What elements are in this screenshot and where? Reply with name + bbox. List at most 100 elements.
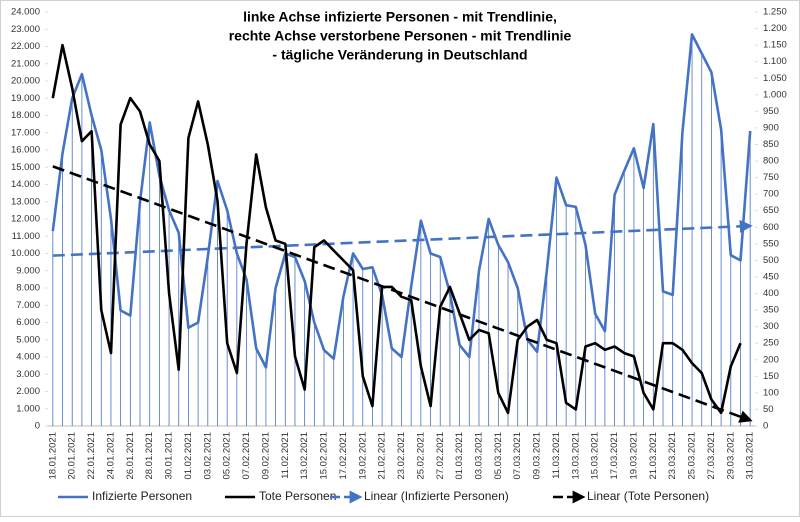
y2-tick-label: 1.050 <box>763 73 787 84</box>
x-tick-label: 30.01.2021 <box>164 432 175 480</box>
y2-tick-label: 300 <box>763 321 779 332</box>
x-tick-label: 11.02.2021 <box>280 432 291 479</box>
chart-title: rechte Achse verstorbene Personen - mit … <box>229 28 572 44</box>
y-tick-label: 15.000 <box>11 162 40 173</box>
x-tick-label: 09.02.2021 <box>260 432 271 480</box>
x-tick-label: 17.02.2021 <box>338 432 349 480</box>
trendline <box>52 219 753 257</box>
y2-tick-label: 650 <box>763 205 779 216</box>
chart-title: linke Achse infizierte Personen - mit Tr… <box>243 9 557 25</box>
trendline <box>52 165 753 423</box>
y-tick-label: 23.000 <box>11 24 40 35</box>
y-tick-label: 6.000 <box>16 317 40 328</box>
y2-tick-label: 1.000 <box>763 89 787 100</box>
legend-label: Tote Personen <box>259 489 336 503</box>
x-tick-label: 25.02.2021 <box>415 432 426 480</box>
y-tick-label: 0 <box>35 421 40 432</box>
y2-tick-label: 250 <box>763 338 779 349</box>
x-tick-label: 13.02.2021 <box>299 432 310 480</box>
x-tick-label: 15.03.2021 <box>590 432 601 480</box>
y-tick-label: 16.000 <box>11 145 40 156</box>
y2-tick-label: 900 <box>763 122 779 133</box>
x-tick-label: 23.03.2021 <box>667 432 678 480</box>
x-tick-label: 21.03.2021 <box>648 432 659 480</box>
y-tick-label: 8.000 <box>16 283 40 294</box>
y2-tick-label: 350 <box>763 305 779 316</box>
x-tick-label: 28.01.2021 <box>144 432 155 480</box>
x-tick-label: 31.03.2021 <box>745 432 756 480</box>
y2-tick-label: 500 <box>763 255 779 266</box>
x-tick-label: 20.01.2021 <box>67 432 78 480</box>
y-tick-label: 12.000 <box>11 214 40 225</box>
y2-tick-label: 0 <box>763 421 768 432</box>
y-tick-label: 18.000 <box>11 110 40 121</box>
y-tick-label: 3.000 <box>16 369 40 380</box>
x-tick-label: 13.03.2021 <box>570 432 581 480</box>
x-tick-label: 29.03.2021 <box>725 432 736 480</box>
y-tick-label: 7.000 <box>16 300 40 311</box>
y2-tick-label: 1.100 <box>763 56 787 67</box>
x-tick-label: 07.03.2021 <box>512 432 523 480</box>
y-tick-label: 24.000 <box>11 7 40 18</box>
series-line <box>51 33 752 369</box>
legend-label: Infizierte Personen <box>92 489 192 503</box>
y-tick-label: 4.000 <box>16 352 40 363</box>
y-tick-label: 9.000 <box>16 265 40 276</box>
x-tick-label: 19.02.2021 <box>357 432 368 480</box>
y2-tick-label: 50 <box>763 404 774 415</box>
x-tick-label: 03.03.2021 <box>473 432 484 480</box>
x-tick-label: 17.03.2021 <box>609 432 620 480</box>
x-tick-label: 19.03.2021 <box>628 432 639 480</box>
y2-tick-label: 700 <box>763 189 779 200</box>
y2-tick-label: 100 <box>763 387 779 398</box>
y-tick-label: 1.000 <box>16 403 40 414</box>
y-tick-label: 20.000 <box>11 76 40 87</box>
y-tick-label: 10.000 <box>11 248 40 259</box>
y-tick-label: 22.000 <box>11 41 40 52</box>
y-tick-label: 21.000 <box>11 58 40 69</box>
y2-tick-label: 550 <box>763 238 779 249</box>
y2-tick-label: 950 <box>763 106 779 117</box>
y2-tick-label: 850 <box>763 139 779 150</box>
y2-tick-label: 600 <box>763 222 779 233</box>
x-tick-label: 15.02.2021 <box>319 432 330 480</box>
legend-label: Linear (Infizierte Personen) <box>364 489 509 503</box>
y-tick-label: 11.000 <box>12 231 40 242</box>
x-tick-label: 26.01.2021 <box>125 432 136 480</box>
y2-tick-label: 800 <box>763 156 779 167</box>
x-tick-label: 25.03.2021 <box>687 432 698 480</box>
y2-tick-label: 150 <box>763 371 779 382</box>
y-tick-label: 14.000 <box>11 179 40 190</box>
y-tick-label: 17.000 <box>11 127 40 138</box>
y2-tick-label: 750 <box>763 172 779 183</box>
x-tick-label: 09.03.2021 <box>532 432 543 480</box>
x-tick-label: 18.01.2021 <box>47 432 58 480</box>
x-tick-label: 22.01.2021 <box>86 432 97 480</box>
y2-tick-label: 1.250 <box>763 7 787 18</box>
x-tick-label: 27.03.2021 <box>706 432 717 480</box>
x-tick-label: 03.02.2021 <box>202 432 213 480</box>
x-tick-label: 01.03.2021 <box>454 432 465 480</box>
y-tick-label: 13.000 <box>11 196 40 207</box>
x-tick-label: 11.03.2021 <box>551 432 562 479</box>
chart-title: - tägliche Veränderung in Deutschland <box>272 47 527 63</box>
x-tick-label: 27.02.2021 <box>435 432 446 480</box>
y2-tick-label: 1.150 <box>763 40 787 51</box>
y-tick-label: 19.000 <box>11 93 40 104</box>
y2-tick-label: 400 <box>763 288 779 299</box>
y-tick-label: 5.000 <box>16 334 40 345</box>
x-tick-label: 23.02.2021 <box>396 432 407 480</box>
y2-tick-label: 450 <box>763 271 779 282</box>
y2-tick-label: 200 <box>763 354 779 365</box>
x-tick-label: 07.02.2021 <box>241 432 252 480</box>
legend-label: Linear (Tote Personen) <box>587 489 709 503</box>
x-tick-label: 24.01.2021 <box>105 432 116 480</box>
y2-tick-label: 1.200 <box>763 23 787 34</box>
x-tick-label: 05.03.2021 <box>493 432 504 480</box>
x-tick-label: 01.02.2021 <box>183 432 194 480</box>
x-tick-label: 05.02.2021 <box>222 432 233 480</box>
y-tick-label: 2.000 <box>16 386 40 397</box>
x-tick-label: 21.02.2021 <box>377 432 388 480</box>
